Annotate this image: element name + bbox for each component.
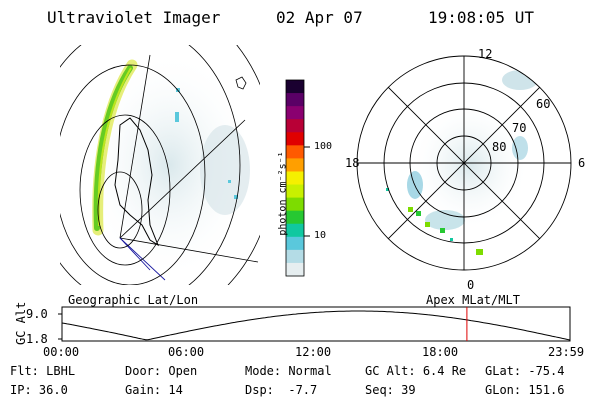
- status-gc-alt: GC Alt: 6.4 Re: [365, 364, 467, 378]
- latitude-circle: [60, 45, 241, 285]
- colorbar-segment: [286, 132, 304, 146]
- meridian-line: [119, 237, 151, 271]
- colorbar-segment: [286, 197, 304, 212]
- left-panel-caption: Geographic Lat/Lon: [68, 293, 199, 307]
- emission-spot: [425, 222, 430, 227]
- colorbar-segment: [286, 93, 304, 107]
- haze-region: [200, 125, 250, 215]
- emission-patch: [512, 136, 528, 160]
- xtick-1200: 12:00: [295, 345, 332, 359]
- status-door: Door: Open: [125, 364, 198, 378]
- colorbar-tick-label-100: 100: [314, 141, 333, 152]
- xtick-1800: 18:00: [422, 345, 459, 359]
- colorbar-segment: [286, 80, 304, 94]
- colorbar-segment: [286, 106, 304, 120]
- right-panel-caption: Apex MLat/MLT: [426, 293, 520, 307]
- mlt-label-0: 0: [467, 278, 475, 292]
- colorbar-segment: [286, 249, 304, 264]
- xtick-2359: 23:59: [548, 345, 585, 359]
- emission-patch: [502, 70, 538, 90]
- colorbar-segment: [286, 145, 304, 159]
- observation-date: 02 Apr 07: [276, 8, 363, 27]
- status-flt: Flt: LBHL: [10, 364, 76, 378]
- island-outline: [235, 76, 247, 90]
- emission-spot: [175, 112, 179, 122]
- emission-spot: [408, 207, 413, 212]
- mlt-line-diag: [387, 86, 541, 240]
- mlat-label-80: 80: [492, 140, 507, 154]
- timeline-ymin: 1.8: [26, 332, 48, 346]
- auroral-arc-core: [93, 65, 133, 231]
- instrument-title: Ultraviolet Imager: [47, 8, 221, 27]
- mlt-label-6: 6: [578, 156, 586, 170]
- mlt-label-18: 18: [345, 156, 360, 170]
- mlat-label-60: 60: [536, 97, 551, 111]
- colorbar-segment: [286, 210, 304, 225]
- colorbar-tick-label-10: 10: [314, 230, 327, 241]
- emission-spot: [416, 211, 421, 216]
- emission-spot: [228, 180, 231, 183]
- status-mode: Mode: Normal: [245, 364, 332, 378]
- colorbar-segment: [286, 223, 304, 238]
- emission-patch: [407, 171, 423, 199]
- emission-patch: [425, 210, 465, 230]
- colorbar-segment: [286, 262, 304, 277]
- meridian-line: [119, 119, 246, 239]
- colorbar-segment: [286, 236, 304, 251]
- status-ip: IP: 36.0: [10, 383, 68, 397]
- emission-spot: [476, 249, 483, 255]
- colorbar-label: photon cm⁻²s⁻¹: [277, 151, 289, 236]
- colorbar-segment: [286, 119, 304, 133]
- status-dsp: Dsp: -7.7: [245, 383, 318, 397]
- meridian-line: [119, 237, 259, 263]
- latitude-circle: [97, 171, 143, 249]
- color-scale-bar: [285, 79, 305, 277]
- observation-time: 19:08:05 UT: [428, 8, 534, 27]
- meridian-line: [119, 54, 151, 239]
- emission-spot: [234, 195, 238, 199]
- latitude-circle: [60, 64, 206, 285]
- emission-spot: [450, 238, 453, 241]
- haze-region: [410, 100, 530, 230]
- colorbar-segment: [286, 184, 304, 199]
- status-glat: GLat: -75.4: [485, 364, 565, 378]
- status-seq: Seq: 39: [365, 383, 416, 397]
- altitude-curve: [61, 310, 571, 341]
- status-glon: GLon: 151.6: [485, 383, 565, 397]
- emission-spot: [440, 228, 445, 233]
- xtick-0000: 00:00: [43, 345, 80, 359]
- haze-region: [85, 50, 255, 280]
- emission-spot: [386, 188, 389, 191]
- timeline-ymax: 9.0: [26, 307, 48, 321]
- colorbar-frame: [285, 79, 305, 277]
- timeline-frame: [61, 306, 571, 342]
- latitude-circle: [79, 114, 171, 266]
- polar-grid: [356, 55, 572, 271]
- colorbar-segment: [286, 158, 304, 172]
- mlt-label-12: 12: [478, 47, 493, 61]
- mlat-label-70: 70: [512, 121, 527, 135]
- status-gain: Gain: 14: [125, 383, 183, 397]
- geographic-image: [60, 45, 260, 285]
- xtick-0600: 06:00: [168, 345, 205, 359]
- colorbar-segment: [286, 171, 304, 186]
